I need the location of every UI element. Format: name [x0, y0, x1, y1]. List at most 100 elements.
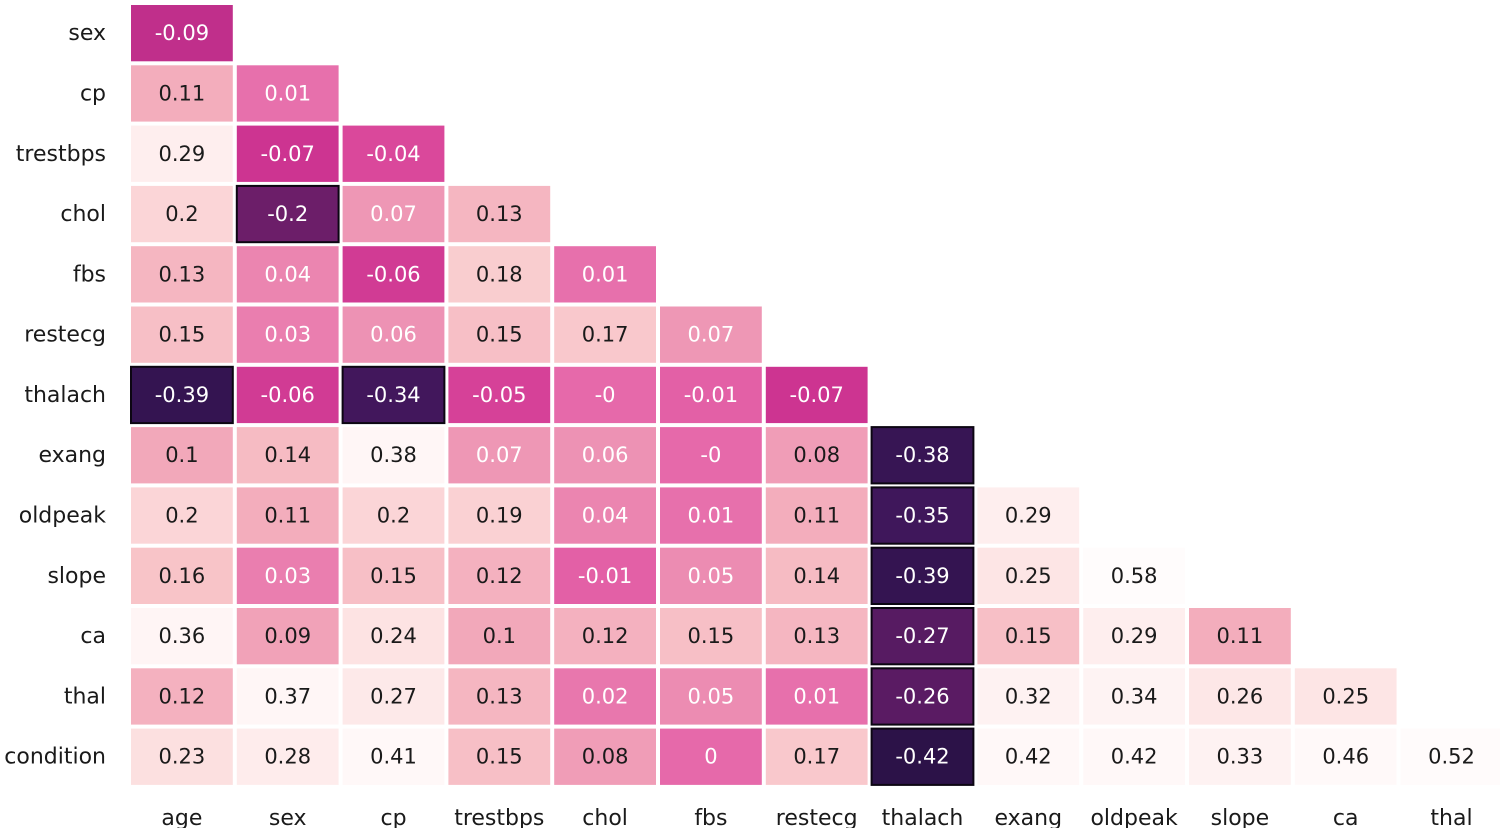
cell-value-label: -0.2: [267, 202, 308, 226]
cell-value-label: 0.15: [476, 323, 523, 347]
cell-thal-ca: [1294, 668, 1397, 725]
cell-value-label: 0.24: [370, 624, 417, 648]
cell-value-label: 0.01: [793, 684, 840, 708]
x-tick-label-ca: ca: [1333, 806, 1359, 828]
cell-value-label: -0.34: [366, 383, 420, 407]
x-tick-label-slope: slope: [1211, 806, 1270, 828]
cell-value-label: 0.17: [793, 745, 840, 769]
cell-condition-trestbps: [448, 728, 551, 785]
cell-condition-thal: [1400, 728, 1500, 785]
cell-value-label: 0.07: [370, 202, 417, 226]
cell-value-label: 0.16: [159, 564, 206, 588]
cell-thalach-age: [130, 365, 234, 425]
cell-value-label: -0.01: [578, 564, 632, 588]
cell-value-label: -0.01: [684, 383, 738, 407]
cell-condition-sex: [236, 728, 339, 785]
cell-value-label: 0.26: [1217, 684, 1264, 708]
cell-value-label: -0.39: [155, 383, 209, 407]
cell-ca-trestbps: [448, 608, 551, 665]
cell-restecg-chol: [554, 306, 656, 363]
cell-value-label: -0.42: [895, 745, 949, 769]
cell-oldpeak-fbs: [660, 487, 762, 544]
cell-exang-fbs: [660, 427, 762, 484]
cell-value-label: 0.12: [159, 684, 206, 708]
cell-slope-exang: [977, 547, 1080, 604]
cell-value-label: 0.15: [370, 564, 417, 588]
cell-value-label: 0.34: [1111, 684, 1158, 708]
cell-value-label: -0.27: [895, 624, 949, 648]
cell-slope-sex: [236, 547, 339, 604]
y-tick-label-thalach: thalach: [24, 383, 106, 408]
cell-value-label: 0.32: [1005, 684, 1052, 708]
heatmap-cells: -0.09 0.11 0.01 0.29 -0.07 -0.04 0.2 -0.2 0.07 0.…: [130, 5, 1500, 786]
cell-thal-fbs: [660, 668, 762, 725]
cell-thalach-trestbps: [448, 366, 551, 424]
cell-thalach-restecg: [765, 366, 868, 424]
cell-condition-restecg: [765, 728, 868, 785]
cell-value-label: 0.2: [165, 202, 198, 226]
cell-value-label: 0.33: [1217, 745, 1264, 769]
cell-value-label: 0.08: [793, 443, 840, 467]
cell-value-label: 0.36: [159, 624, 206, 648]
cell-value-label: 0.13: [793, 624, 840, 648]
cell-value-label: 0.01: [688, 504, 735, 528]
cell-slope-chol: [554, 547, 656, 604]
cell-chol-trestbps: [448, 185, 551, 243]
cell-value-label: 0.02: [582, 684, 629, 708]
y-tick-label-chol: chol: [60, 202, 106, 227]
x-tick-label-sex: sex: [269, 806, 307, 828]
cell-value-label: -0.26: [895, 684, 949, 708]
x-tick-label-age: age: [161, 806, 202, 828]
cell-thalach-cp: [341, 365, 446, 425]
cell-restecg-cp: [342, 306, 445, 363]
cell-restecg-age: [131, 306, 233, 363]
cell-ca-oldpeak: [1083, 608, 1185, 665]
cell-value-label: 0.05: [688, 684, 735, 708]
cell-value-label: -0.09: [155, 21, 209, 45]
cell-oldpeak-age: [131, 487, 233, 544]
cell-slope-trestbps: [448, 547, 551, 604]
cell-thal-trestbps: [448, 668, 551, 725]
y-tick-label-condition: condition: [4, 745, 106, 770]
x-tick-label-exang: exang: [995, 806, 1063, 828]
cell-value-label: -0.38: [895, 443, 949, 467]
cell-ca-slope: [1189, 608, 1291, 665]
x-tick-label-cp: cp: [380, 806, 406, 828]
cell-fbs-cp: [342, 246, 445, 303]
cell-ca-fbs: [660, 608, 762, 665]
cell-value-label: 0.13: [159, 262, 206, 286]
cell-value-label: -0.39: [895, 564, 949, 588]
cell-thal-restecg: [765, 668, 868, 725]
cell-value-label: 0.15: [159, 323, 206, 347]
cell-slope-cp: [342, 547, 445, 604]
cell-thal-exang: [977, 668, 1080, 725]
cell-value-label: 0.12: [582, 624, 629, 648]
cell-condition-thalach: [870, 727, 975, 786]
cell-value-label: 0.29: [1005, 504, 1052, 528]
cell-exang-cp: [342, 427, 445, 484]
cell-condition-ca: [1294, 728, 1397, 785]
cell-value-label: 0.08: [582, 745, 629, 769]
cell-value-label: 0.03: [264, 564, 311, 588]
cell-value-label: 0.52: [1428, 745, 1475, 769]
y-tick-label-trestbps: trestbps: [16, 142, 106, 167]
cell-exang-restecg: [765, 427, 868, 484]
cell-value-label: 0.14: [264, 443, 311, 467]
cell-oldpeak-cp: [342, 487, 445, 544]
cell-restecg-sex: [236, 306, 339, 363]
cell-thal-chol: [554, 668, 656, 725]
cell-chol-cp: [342, 185, 445, 243]
cell-ca-cp: [342, 608, 445, 665]
cell-trestbps-sex: [236, 125, 339, 182]
cell-value-label: 0: [704, 745, 717, 769]
cell-condition-slope: [1189, 728, 1291, 785]
y-tick-label-exang: exang: [38, 443, 106, 468]
cell-thal-slope: [1189, 668, 1291, 725]
x-tick-label-trestbps: trestbps: [454, 806, 544, 828]
cell-exang-age: [131, 427, 233, 484]
cell-value-label: 0.14: [793, 564, 840, 588]
cell-value-label: 0.13: [476, 684, 523, 708]
x-tick-label-oldpeak: oldpeak: [1090, 806, 1178, 828]
cell-value-label: 0.11: [159, 81, 206, 105]
